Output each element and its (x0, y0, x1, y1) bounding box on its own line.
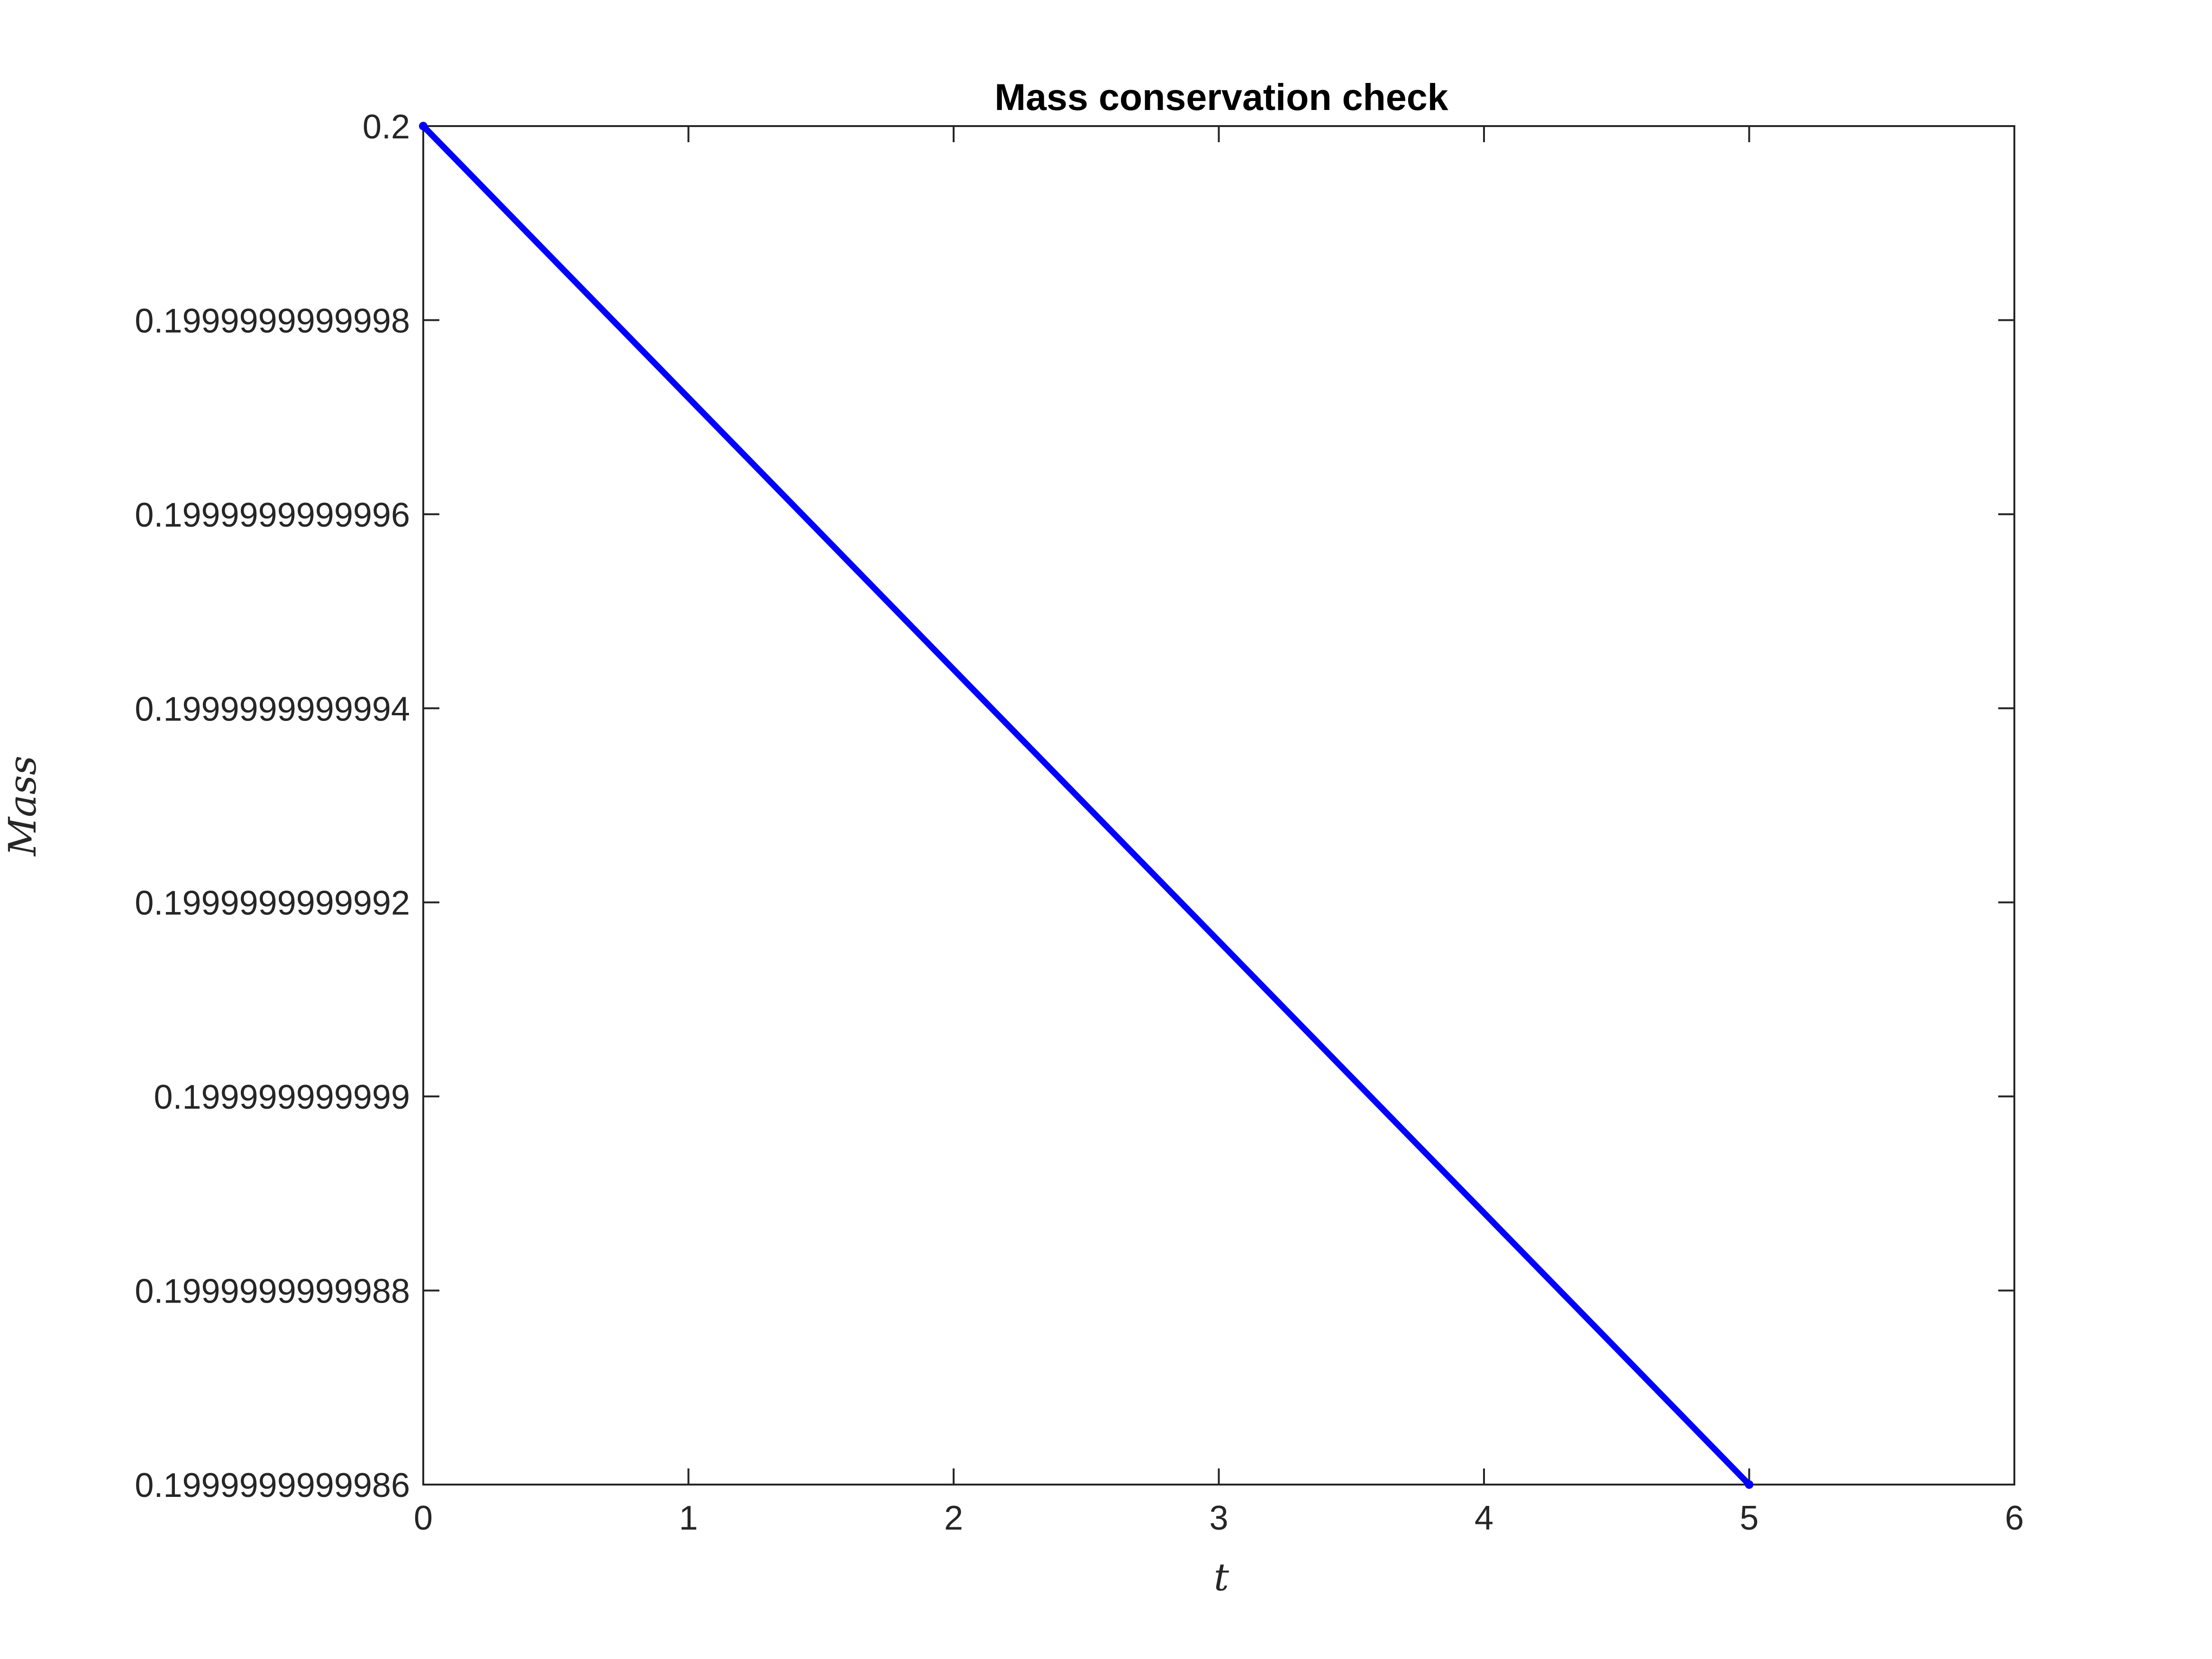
y-tick-label: 0.1999999999998 (135, 302, 410, 340)
plot-area-frame (422, 125, 2015, 1486)
mass-series-point (419, 122, 428, 130)
y-tick-label: 0.199999999999 (154, 1078, 410, 1116)
y-axis-label: Mass (0, 756, 45, 857)
mass-series-line (420, 123, 1752, 1488)
y-axis-ticks: 0.2 0.1999999999998 0.1999999999996 0.19999… (135, 108, 2014, 1504)
y-tick-label: 0.1999999999986 (135, 1467, 410, 1504)
y-tick-label: 0.1999999999994 (135, 690, 410, 728)
x-tick-label: 6 (2005, 1499, 2024, 1537)
y-tick-label: 0.1999999999992 (135, 884, 410, 922)
x-axis-ticks: 0 1 2 3 4 5 6 (414, 126, 2024, 1537)
x-tick-label: 2 (944, 1499, 963, 1537)
y-tick-label: 0.1999999999996 (135, 496, 410, 534)
x-tick-label: 1 (679, 1499, 698, 1537)
y-tick-label: 0.1999999999988 (135, 1273, 410, 1311)
x-tick-label: 4 (1475, 1499, 1493, 1537)
chart-title: Mass conservation check (994, 76, 1448, 118)
mass-series-point (1745, 1480, 1754, 1489)
series-layer (419, 122, 1754, 1489)
x-tick-label: 3 (1209, 1499, 1228, 1537)
y-tick-label: 0.2 (363, 108, 410, 146)
x-axis-label: t (1214, 1555, 1229, 1599)
x-tick-label: 0 (414, 1499, 433, 1537)
x-tick-label: 5 (1739, 1499, 1758, 1537)
